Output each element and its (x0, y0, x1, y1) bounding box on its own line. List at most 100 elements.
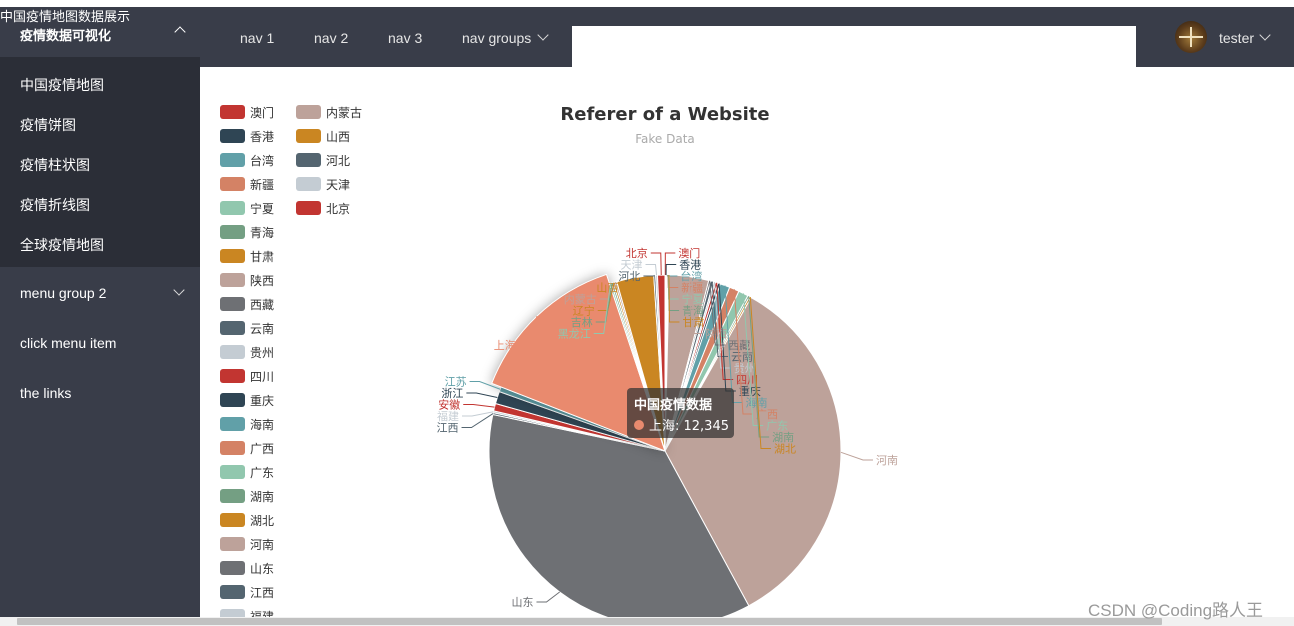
legend-swatch[interactable] (220, 537, 245, 551)
pie-label: 山东 (511, 596, 533, 609)
legend-swatch[interactable] (220, 465, 245, 479)
pie-label: 广东 (766, 420, 788, 433)
legend-swatch[interactable] (220, 345, 245, 359)
pie-slice-18[interactable] (664, 296, 842, 607)
legend-swatch[interactable] (220, 513, 245, 527)
legend-item[interactable]: 河南 (250, 537, 274, 552)
legend-swatch[interactable] (220, 441, 245, 455)
legend-swatch[interactable] (296, 105, 321, 119)
csdn-watermark: CSDN @Coding路人王 (1088, 601, 1264, 620)
legend-swatch[interactable] (296, 129, 321, 143)
pie-label: 宁夏 (682, 292, 704, 306)
sidebar-group-epidemic[interactable]: 疫情数据可视化 (0, 7, 200, 57)
tooltip-marker (634, 420, 644, 430)
legend-item[interactable]: 江西 (250, 586, 274, 600)
sidebar-group-menu-2[interactable]: menu group 2 (20, 285, 107, 301)
nav-groups[interactable]: nav groups (462, 30, 532, 46)
pie-label: 河南 (876, 454, 898, 467)
pie-slice-19[interactable] (488, 413, 750, 617)
pie-leader-line (593, 283, 612, 335)
pie-leader-line (469, 381, 501, 390)
pie-label: 青海 (682, 304, 704, 318)
legend-item[interactable]: 贵州 (250, 346, 274, 360)
avatar[interactable] (1175, 21, 1207, 53)
chevron-down-icon (1259, 29, 1271, 41)
legend-swatch[interactable] (296, 153, 321, 167)
legend-swatch[interactable] (220, 585, 245, 599)
legend-item[interactable]: 重庆 (250, 394, 274, 408)
pie-label: 江苏 (445, 376, 467, 389)
pie-label: 上海 (494, 338, 516, 352)
pie-leader-line (716, 282, 734, 381)
legend-item[interactable]: 西藏 (250, 298, 274, 312)
legend-item[interactable]: 山西 (326, 130, 350, 144)
legend-swatch[interactable] (220, 225, 245, 239)
legend-item[interactable]: 云南 (250, 321, 274, 336)
pie-leader-line (650, 252, 662, 276)
sidebar-the-links[interactable]: the links (20, 385, 72, 401)
legend-item[interactable]: 宁夏 (250, 201, 274, 216)
legend-swatch[interactable] (220, 249, 245, 263)
sidebar-item-global-map[interactable]: 全球疫情地图 (20, 237, 104, 253)
legend-swatch[interactable] (220, 393, 245, 407)
legend-item[interactable]: 湖北 (250, 513, 274, 528)
pie-leader-line (748, 296, 770, 438)
legend-item[interactable]: 山东 (250, 562, 274, 576)
chart-tooltip: 中国疫情数据 上海: 12,345 (627, 388, 734, 438)
legend-item[interactable]: 青海 (250, 225, 274, 240)
legend-swatch[interactable] (220, 177, 245, 191)
legend-item[interactable]: 海南 (250, 417, 274, 432)
nav-2[interactable]: nav 2 (314, 30, 349, 46)
sidebar-item-line-chart[interactable]: 疫情折线图 (20, 197, 90, 213)
legend-swatch[interactable] (220, 105, 245, 119)
legend-swatch[interactable] (220, 561, 245, 575)
legend-item[interactable]: 台湾 (250, 153, 274, 168)
pie-leader-line (733, 289, 753, 415)
legend-swatch[interactable] (296, 201, 321, 215)
legend-item[interactable]: 广东 (250, 466, 274, 480)
sidebar-item-bar-chart[interactable]: 疫情柱状图 (20, 157, 90, 173)
legend-item[interactable]: 澳门 (250, 105, 274, 120)
legend-item[interactable]: 香港 (250, 130, 274, 144)
sidebar-item-pie-chart[interactable]: 疫情饼图 (20, 117, 76, 133)
tooltip-series-name: 中国疫情数据 (634, 397, 712, 413)
tooltip-item: 上海: 12,345 (649, 419, 729, 434)
legend-item[interactable]: 湖南 (250, 489, 274, 504)
legend-item[interactable]: 陕西 (250, 273, 274, 288)
legend-swatch[interactable] (220, 273, 245, 287)
legend-swatch[interactable] (220, 129, 245, 143)
legend-swatch[interactable] (220, 489, 245, 503)
nav-3[interactable]: nav 3 (388, 30, 423, 46)
chevron-down-icon (537, 29, 549, 41)
nav-1[interactable]: nav 1 (240, 30, 275, 46)
legend-item[interactable]: 北京 (326, 202, 350, 216)
legend-swatch[interactable] (220, 297, 245, 311)
legend-swatch[interactable] (220, 609, 245, 617)
pie-leader-line (666, 274, 678, 277)
pie-leader-line (664, 252, 676, 276)
legend-swatch[interactable] (220, 153, 245, 167)
legend-item[interactable]: 福建 (250, 609, 274, 617)
sidebar-click-menu-item[interactable]: click menu item (20, 335, 117, 351)
legend-item[interactable]: 新疆 (250, 177, 274, 192)
legend-item[interactable]: 四川 (250, 370, 274, 384)
legend-item[interactable]: 天津 (326, 178, 350, 192)
pie-leader-line (840, 451, 873, 461)
legend-item[interactable]: 甘肃 (250, 250, 274, 264)
legend-item[interactable]: 广西 (250, 442, 274, 456)
pie-leader-line (714, 282, 731, 369)
pie-leader-line (621, 277, 636, 289)
legend-swatch[interactable] (220, 369, 245, 383)
legend-swatch[interactable] (220, 201, 245, 215)
legend-swatch[interactable] (220, 417, 245, 431)
sidebar-item-china-map[interactable]: 中国疫情地图 (20, 77, 104, 93)
legend-swatch[interactable] (296, 177, 321, 191)
legend-item[interactable]: 内蒙古 (326, 105, 362, 120)
pie-leader-line (645, 264, 658, 276)
legend-item[interactable]: 河北 (326, 154, 350, 168)
user-menu[interactable]: tester (1219, 30, 1255, 46)
legend-swatch[interactable] (220, 321, 245, 335)
sidebar: 疫情数据可视化 中国疫情地图数据展示 中国疫情地图 疫情饼图 疫情柱状图 疫情折… (0, 7, 200, 618)
pie-leader-line (536, 591, 560, 603)
horizontal-scrollbar-thumb[interactable] (17, 618, 1162, 625)
